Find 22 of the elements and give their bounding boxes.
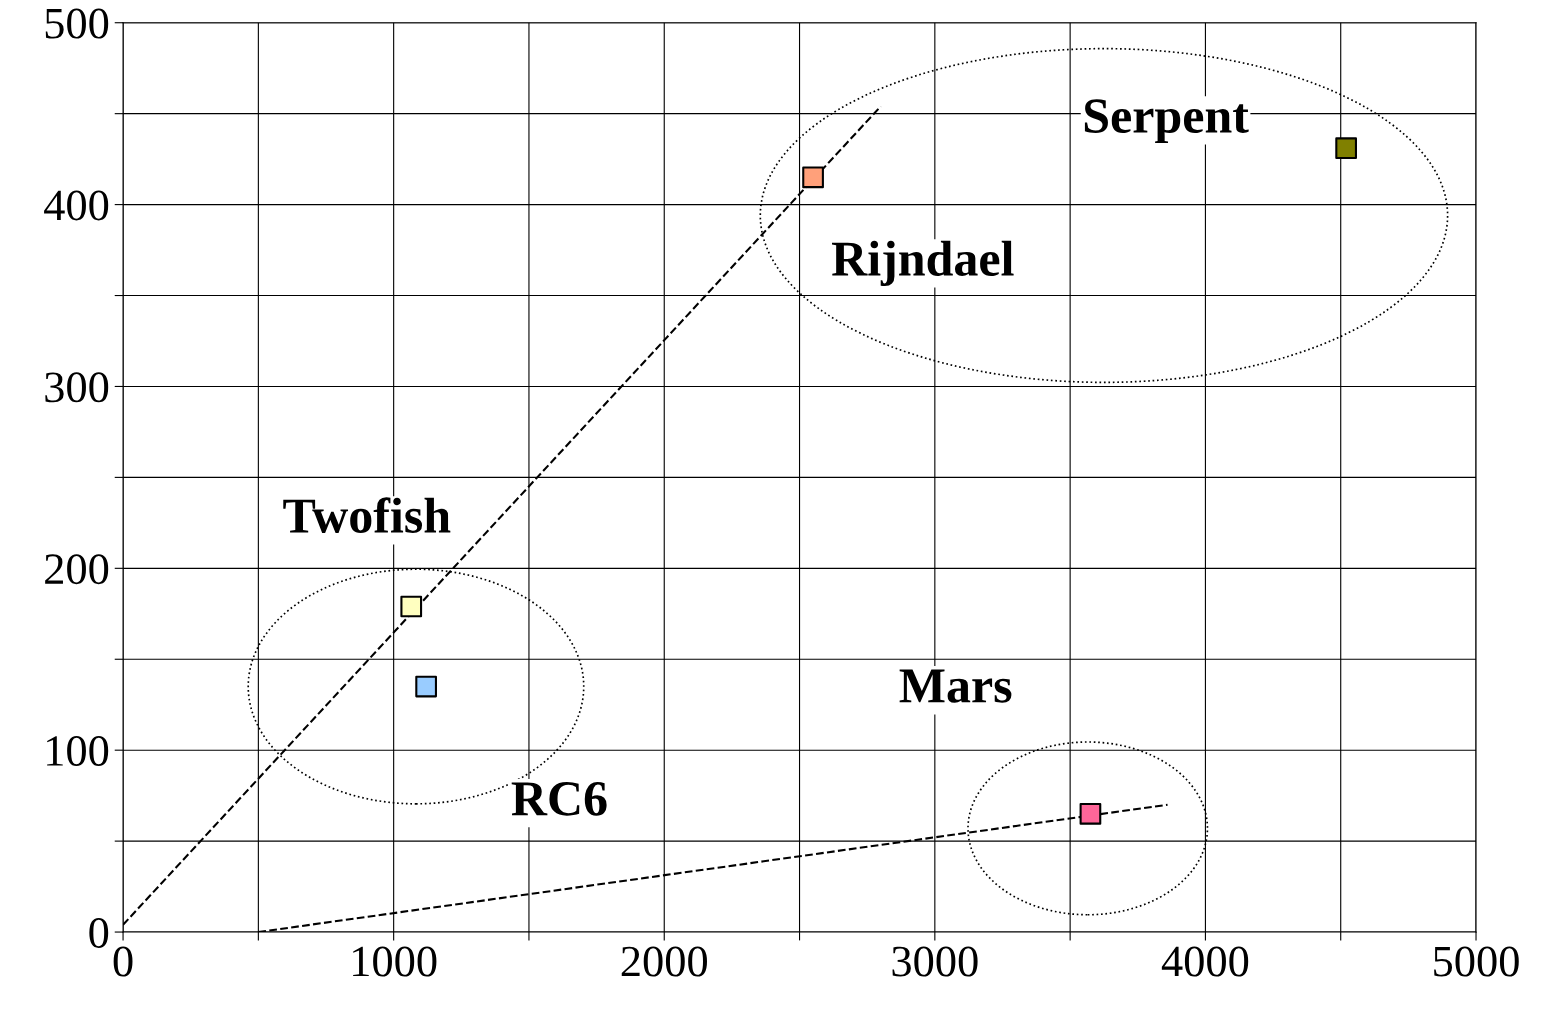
x-tick-label: 1000 <box>353 946 437 977</box>
series-label: Twofish <box>283 497 451 533</box>
x-tick-label: 0 <box>113 946 133 977</box>
point <box>1079 802 1102 825</box>
y-tick-label: 300 <box>45 372 109 403</box>
y-tick-label: 200 <box>45 554 109 585</box>
text: Mars <box>899 669 1012 703</box>
point <box>802 166 824 189</box>
y-tick-label: 400 <box>44 190 109 221</box>
x-tick-label: 3000 <box>892 946 978 977</box>
x-tick-label: 2000 <box>621 946 707 977</box>
series-label: Rijndael <box>831 240 1014 287</box>
point <box>400 595 423 618</box>
text: RC6 <box>511 782 607 816</box>
x-tick-label: 5000 <box>1434 946 1519 977</box>
point <box>415 675 437 698</box>
y-tick-label: 500 <box>45 8 109 39</box>
y-tick-label: 0 <box>89 917 109 948</box>
y-tick-label: 100 <box>47 736 109 767</box>
x-tick-label: 4000 <box>1161 946 1249 977</box>
point <box>1335 137 1357 160</box>
series-label: Serpent <box>1084 99 1249 144</box>
